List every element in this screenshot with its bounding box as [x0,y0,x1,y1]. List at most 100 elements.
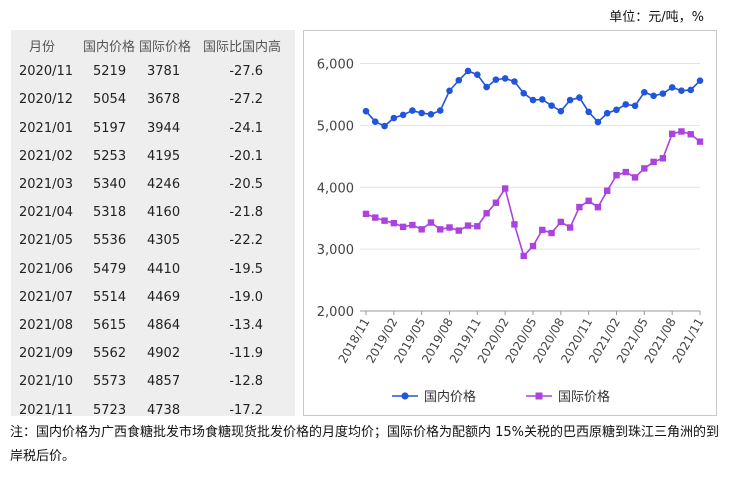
data-point [511,78,518,85]
table-cell: -11.9 [229,346,263,362]
data-point [427,110,435,118]
table-row: 2021/01 5197 3944 -24.1 [11,115,295,143]
data-point [668,130,676,138]
data-point [622,168,629,176]
column-header: 国际价格 [139,40,192,55]
table-cell: 4305 [147,233,181,249]
table-cell: 4246 [147,177,181,192]
table-cell: -27.6 [229,64,263,80]
data-point [539,226,546,234]
table-row: 2021/05 5536 4305 -22.2 [11,227,295,255]
data-point [418,109,425,117]
data-point [548,229,555,237]
data-point [585,197,592,205]
table-cell: 4195 [147,148,181,164]
table-cell: 2020/11 [19,64,74,80]
data-point [696,138,704,145]
table-cell: 2021/04 [19,205,74,221]
table-cell: -27.2 [229,92,263,108]
data-point [678,128,685,135]
table-cell: 5562 [93,346,127,362]
data-point [362,107,370,115]
data-point [659,90,667,97]
table-row: 2020/12 5054 3678 -27.2 [11,86,295,114]
table-cell: -22.2 [229,233,263,249]
table-row: 2021/04 5318 4160 -21.8 [11,199,295,227]
table-cell: 4857 [147,374,181,390]
data-point [622,101,630,108]
data-point [668,84,676,91]
table-row: 2021/11 5723 4738 -17.2 [11,397,295,425]
table-row: 2021/08 5615 4864 -13.4 [11,312,295,340]
table-cell: 3781 [147,64,181,80]
column-header: 国内价格 [83,40,136,55]
table-cell: 5536 [93,233,127,249]
data-point [381,217,388,224]
table-cell: 4160 [147,205,181,221]
table-cell: 5054 [93,92,127,108]
data-point [483,83,490,91]
table-row: 2021/03 5340 4246 -20.5 [11,171,295,199]
legend-marker [535,392,543,400]
table-cell: -12.8 [229,374,263,390]
data-point [687,86,695,94]
data-point [538,96,546,103]
legend-label: 国际价格 [558,389,610,405]
table-cell: 5479 [93,261,127,277]
data-point [520,252,527,260]
table-cell: 3944 [147,120,181,136]
y-tick-label: 2,000 [317,305,354,320]
table-cell: 2021/10 [19,374,74,390]
table-cell: 5197 [93,120,127,136]
table-row: 2021/07 5514 4469 -19.0 [11,284,295,312]
data-point [678,87,685,94]
table-cell: 2021/06 [19,261,74,277]
table-cell: -19.5 [229,261,263,277]
table-cell: 5615 [93,318,127,333]
data-point [427,219,435,226]
table-cell: 5340 [93,177,127,192]
table-cell: 2021/01 [19,120,74,136]
data-point [594,203,602,211]
data-point [446,87,453,95]
table-cell: 4902 [147,346,181,362]
data-point [372,214,379,221]
column-header: 月份 [29,40,56,55]
table-cell: 2021/03 [19,177,74,192]
table-cell: -17.2 [229,402,263,418]
table-cell: 2021/08 [19,318,74,333]
table-cell: 4738 [147,402,181,418]
data-point [641,165,648,172]
data-point [687,131,694,138]
data-point [390,219,398,227]
data-point [548,102,555,109]
data-point [474,71,481,78]
table-cell: -20.5 [229,177,263,192]
y-tick-label: 5,000 [317,119,354,134]
table-row: 2021/06 5479 4410 -19.5 [11,256,295,284]
data-point [520,89,528,97]
table-row: 2020/11 5219 3781 -27.6 [11,58,295,86]
data-point [409,107,416,114]
table-row: 2021/10 5573 4857 -12.8 [11,368,295,396]
table-cell: -21.8 [229,205,263,221]
data-point [474,223,481,230]
series-line [365,130,701,258]
data-point [594,118,602,126]
y-tick-label: 6,000 [317,58,354,73]
data-point [566,224,574,231]
line-chart: 2,0003,0004,0005,0006,0002018/112019/022… [317,58,707,405]
table-cell: 5514 [93,289,127,305]
data-point [603,109,611,117]
data-point [557,107,565,115]
data-point [501,75,509,82]
data-point [529,242,537,250]
table-cell: 3678 [147,92,181,108]
data-point [455,227,462,234]
data-point [371,118,379,126]
data-point [585,108,592,116]
data-point [631,174,639,181]
table-cell: 5219 [93,64,127,80]
data-point [390,114,398,122]
table-cell: 4864 [147,318,181,333]
